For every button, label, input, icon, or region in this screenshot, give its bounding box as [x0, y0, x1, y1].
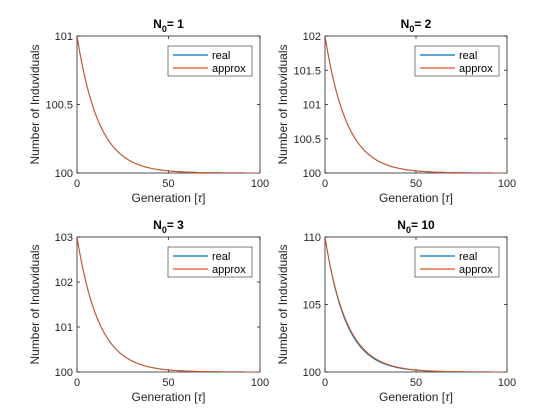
- x-tick-label: 50: [162, 178, 174, 190]
- series-line-approx: [77, 237, 260, 372]
- chart-title: N0= 3: [153, 218, 184, 235]
- y-axis-label: Number of Induviduals: [28, 244, 42, 364]
- x-tick-label: 100: [251, 178, 269, 190]
- x-tick-label: 50: [162, 377, 174, 389]
- subplot-4: N0= 10 0 50 100 100 105 110 Generation [τ] Numbe…: [276, 218, 516, 404]
- legend-entry: approx: [459, 63, 493, 75]
- legend-box: [167, 45, 253, 77]
- y-axis-label: Number of Induviduals: [276, 244, 290, 364]
- subplot-3: N0= 3 0 50 100 100 101 102 103 Generation [τ] Num…: [28, 218, 269, 404]
- legend-box: [414, 45, 500, 77]
- x-axis-label: Generation [τ]: [132, 390, 206, 404]
- x-axis-label: Generation [τ]: [132, 191, 206, 205]
- x-tick-label: 0: [74, 377, 80, 389]
- chart-title: N0= 10: [397, 218, 435, 235]
- y-tick-label: 100: [303, 367, 321, 379]
- y-tick-label: 110: [303, 232, 321, 244]
- y-tick-label: 102: [55, 277, 73, 289]
- y-tick-label: 101.5: [293, 65, 321, 77]
- subplot-1: N0= 1 0 50 100 100 100.5 101 Generation [τ] Numb…: [28, 17, 269, 205]
- legend-entry: approx: [212, 264, 246, 276]
- y-axis-label: Number of Induviduals: [276, 44, 290, 164]
- y-tick-label: 101: [55, 322, 73, 334]
- series-line-approx: [77, 36, 260, 173]
- y-tick-label: 103: [55, 232, 73, 244]
- y-tick-label: 100: [55, 367, 73, 379]
- y-tick-label: 105: [303, 300, 321, 312]
- x-tick-label: 0: [322, 178, 328, 190]
- x-tick-label: 50: [410, 178, 422, 190]
- y-tick-label: 100.5: [45, 100, 73, 112]
- x-tick-label: 100: [498, 178, 516, 190]
- x-axis-label: Generation [τ]: [379, 390, 453, 404]
- y-tick-label: 101: [55, 31, 73, 43]
- y-tick-label: 102: [303, 31, 321, 43]
- y-tick-label: 101: [303, 100, 321, 112]
- y-axis-label: Number of Induviduals: [28, 44, 42, 164]
- subplot-2: N0= 2 0 50 100 100 100.5 101 101.5 102 Generation…: [276, 17, 516, 205]
- series-line-approx: [325, 237, 507, 372]
- y-tick-label: 100.5: [293, 134, 321, 146]
- chart-title: N0= 2: [401, 17, 432, 34]
- legend-entry: approx: [459, 264, 493, 276]
- x-tick-label: 0: [74, 178, 80, 190]
- legend-box: [414, 246, 500, 278]
- legend-entry: real: [212, 50, 230, 62]
- legend-entry: real: [459, 50, 477, 62]
- x-axis-label: Generation [τ]: [379, 191, 453, 205]
- legend-entry: approx: [212, 63, 246, 75]
- x-tick-label: 100: [498, 377, 516, 389]
- y-tick-label: 100: [303, 168, 321, 180]
- x-tick-label: 100: [251, 377, 269, 389]
- series-line-approx: [325, 36, 507, 173]
- x-tick-label: 50: [410, 377, 422, 389]
- legend-box: [167, 246, 253, 278]
- legend-entry: real: [212, 251, 230, 263]
- x-tick-label: 0: [322, 377, 328, 389]
- y-tick-label: 100: [55, 168, 73, 180]
- chart-title: N0= 1: [153, 17, 184, 34]
- legend-entry: real: [459, 251, 477, 263]
